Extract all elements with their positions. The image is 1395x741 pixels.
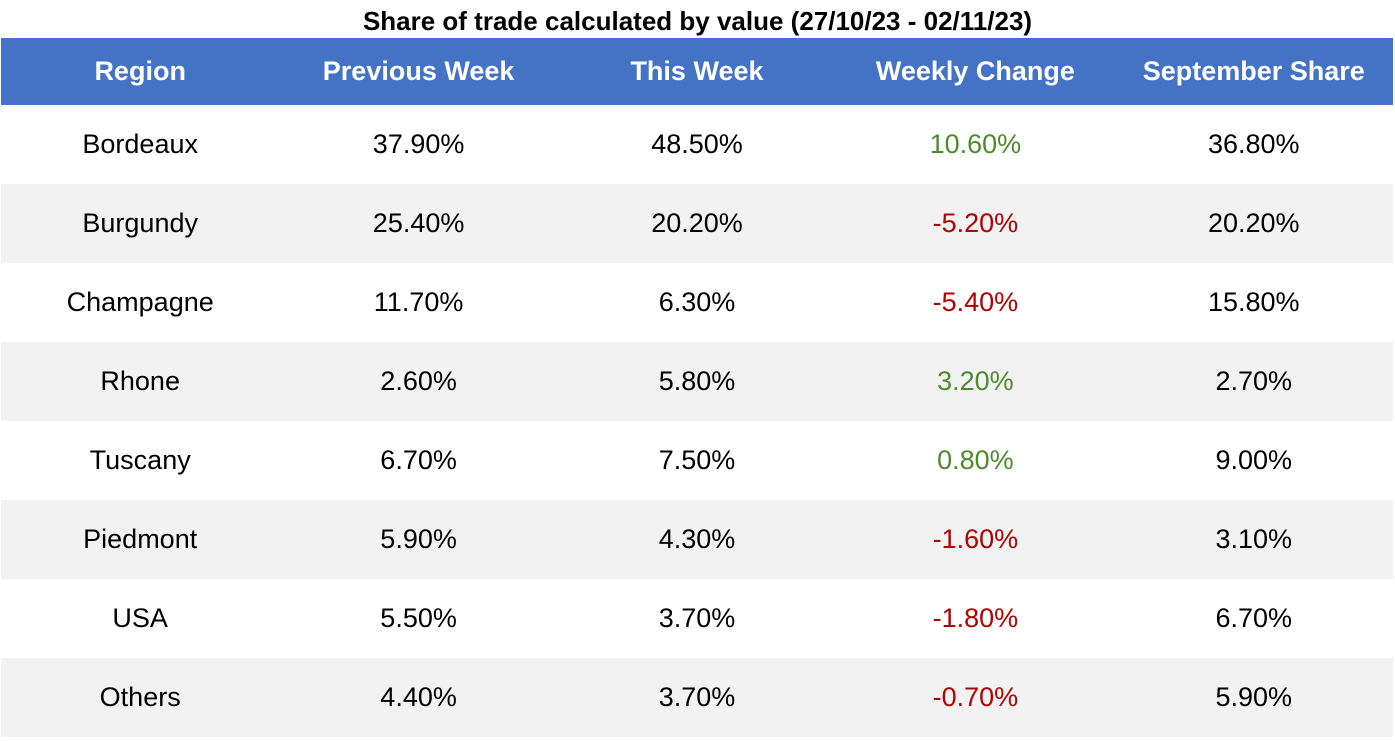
chart-title: Share of trade calculated by value (27/1… [362, 6, 1033, 36]
september-share-cell: 3.10% [1215, 524, 1293, 554]
previous-week-cell: 2.60% [380, 366, 457, 396]
header-weekly-change: Weekly Change [875, 56, 1075, 86]
this-week-cell: 6.30% [658, 287, 736, 317]
previous-week-cell: 11.70% [373, 287, 464, 317]
region-cell: Bordeaux [82, 129, 198, 159]
weekly-change-cell: -5.40% [932, 287, 1019, 317]
this-week-cell: 4.30% [658, 524, 736, 554]
september-share-cell: 36.80% [1207, 129, 1300, 159]
header-this-week: This Week [630, 56, 764, 86]
weekly-change-cell: -5.20% [932, 208, 1019, 238]
region-cell: Champagne [66, 287, 214, 317]
september-share-cell: 20.20% [1207, 208, 1300, 238]
header-previous-week: Previous Week [322, 56, 515, 86]
table-row: Bordeaux 37.90% 48.50% 10.60% 36.80% [1, 105, 1393, 184]
region-cell: Others [99, 682, 181, 712]
table-row: Others 4.40% 3.70% -0.70% 5.90% [1, 658, 1393, 737]
region-cell: Piedmont [83, 524, 198, 554]
this-week-cell: 48.50% [651, 129, 743, 159]
header-region: Region [94, 56, 186, 86]
this-week-cell: 7.50% [658, 445, 736, 475]
trade-share-table: Region Previous Week This Week Weekly Chang… [1, 38, 1393, 737]
table-row: Champagne 11.70% 6.30% -5.40% 15.80% [1, 263, 1393, 342]
this-week-cell: 3.70% [658, 603, 736, 633]
table-row: Tuscany 6.70% 7.50% 0.80% 9.00% [1, 421, 1393, 500]
region-cell: Tuscany [89, 445, 191, 475]
weekly-change-cell: -1.60% [932, 524, 1019, 554]
this-week-cell: 3.70% [658, 682, 736, 712]
previous-week-cell: 6.70% [380, 445, 457, 475]
region-cell: Burgundy [82, 208, 198, 238]
previous-week-cell: 25.40% [372, 208, 465, 238]
this-week-cell: 5.80% [658, 366, 736, 396]
september-share-cell: 6.70% [1215, 603, 1293, 633]
weekly-change-cell: 0.80% [937, 445, 1014, 475]
previous-week-cell: 4.40% [380, 682, 457, 712]
table-body: Bordeaux 37.90% 48.50% 10.60% 36.80% Burgundy… [1, 105, 1393, 737]
weekly-change-cell: 10.60% [929, 129, 1022, 159]
region-cell: USA [112, 603, 168, 633]
table-header: Region Previous Week This Week Weekly Chang… [1, 38, 1393, 105]
september-share-cell: 9.00% [1215, 445, 1293, 475]
weekly-change-cell: -1.80% [932, 603, 1019, 633]
table-row: Piedmont 5.90% 4.30% -1.60% 3.10% [1, 500, 1393, 579]
previous-week-cell: 5.90% [380, 524, 457, 554]
previous-week-cell: 37.90% [372, 129, 465, 159]
weekly-change-cell: 3.20% [937, 366, 1014, 396]
weekly-change-cell: -0.70% [932, 682, 1019, 712]
table-row: Burgundy 25.40% 20.20% -5.20% 20.20% [1, 184, 1393, 263]
previous-week-cell: 5.50% [380, 603, 457, 633]
header-row: Region Previous Week This Week Weekly Chang… [1, 38, 1393, 105]
table-row: USA 5.50% 3.70% -1.80% 6.70% [1, 579, 1393, 658]
september-share-cell: 15.80% [1207, 287, 1300, 317]
september-share-cell: 5.90% [1215, 682, 1293, 712]
this-week-cell: 20.20% [651, 208, 743, 238]
header-september-share: September Share [1142, 56, 1365, 86]
region-cell: Rhone [100, 366, 180, 396]
september-share-cell: 2.70% [1215, 366, 1293, 396]
table-row: Rhone 2.60% 5.80% 3.20% 2.70% [1, 342, 1393, 421]
